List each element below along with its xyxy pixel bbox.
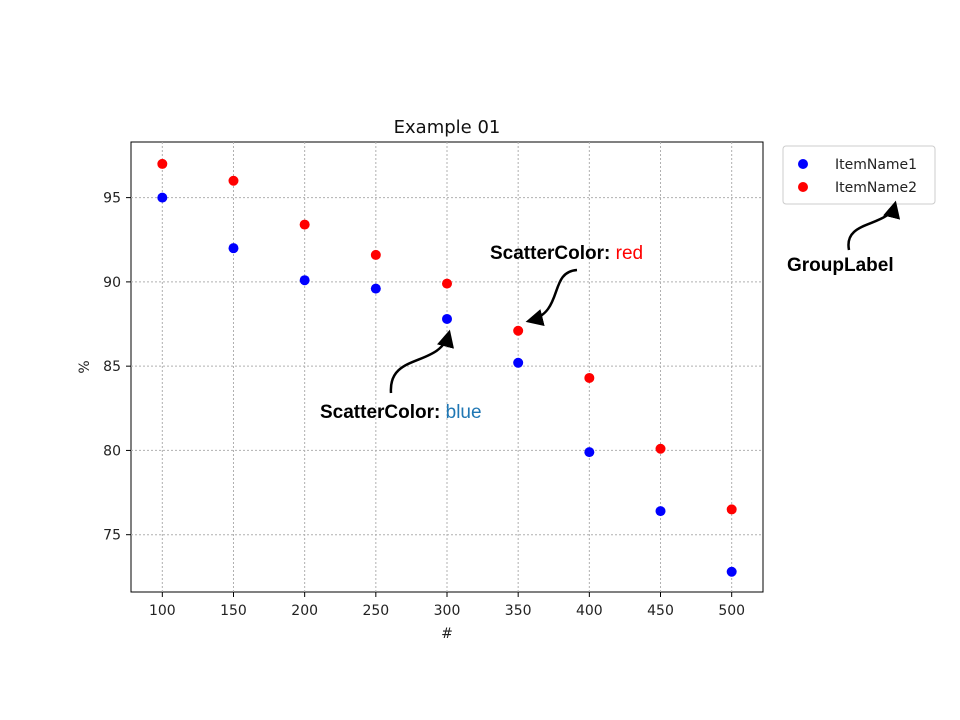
x-axis-ticks: 100 150 200 250 300 350 400 450 500: [149, 592, 745, 619]
data-points: [157, 158, 737, 577]
scatter-point-itemname2: [370, 249, 381, 260]
scatter-point-itemname2: [442, 278, 452, 289]
y-tick-label: 80: [103, 443, 121, 459]
y-tick-label: 75: [103, 528, 121, 544]
legend-box: [782, 145, 936, 205]
scatter-point-itemname2: [157, 158, 168, 169]
x-tick-label: 400: [576, 603, 603, 619]
x-tick-label: 350: [505, 603, 532, 619]
y-axis-ticks: 75 80 85 90 95: [103, 191, 131, 544]
annotation-red-value: red: [616, 243, 643, 264]
annotation-blue: ScatterColor: blue: [320, 402, 482, 423]
x-axis-label: #: [441, 626, 453, 642]
annotation-blue-key: ScatterColor:: [320, 402, 440, 423]
y-axis-label: %: [77, 360, 93, 373]
scatter-point-itemname1: [655, 506, 666, 517]
y-tick-label: 90: [103, 275, 121, 291]
annotation-red-key: ScatterColor:: [490, 243, 610, 264]
y-tick-label: 85: [103, 359, 121, 375]
scatter-point-itemname1: [442, 313, 452, 324]
scatter-point-itemname2: [513, 325, 524, 336]
scatter-point-itemname2: [726, 504, 737, 515]
annotation-blue-value: blue: [446, 402, 482, 423]
scatter-point-itemname1: [370, 283, 381, 294]
annotation-grouplabel: GroupLabel: [787, 255, 894, 276]
x-tick-label: 200: [291, 603, 318, 619]
chart-title: Example 01: [394, 117, 501, 138]
scatter-point-itemname2: [228, 175, 239, 186]
x-tick-label: 100: [149, 603, 176, 619]
scatter-point-itemname1: [157, 192, 168, 203]
legend-label-itemname1: ItemName1: [835, 157, 917, 173]
grid-lines: [131, 142, 763, 592]
x-tick-label: 250: [362, 603, 389, 619]
scatter-point-itemname1: [513, 357, 524, 368]
annotation-red-arrow: [525, 268, 578, 327]
x-tick-label: 450: [647, 603, 674, 619]
scatter-point-itemname1: [228, 243, 239, 254]
scatter-point-itemname2: [655, 443, 666, 454]
annotation-blue-arrow: [389, 329, 454, 394]
legend: ItemName1 ItemName2: [782, 145, 936, 205]
annotation-grouplabel-arrow: [847, 200, 901, 251]
x-tick-label: 150: [220, 603, 247, 619]
legend-label-itemname2: ItemName2: [835, 180, 917, 196]
scatter-point-itemname1: [584, 447, 595, 458]
scatter-point-itemname1: [299, 275, 310, 286]
scatter-point-itemname2: [299, 219, 310, 230]
y-tick-label: 95: [103, 191, 121, 207]
legend-marker-itemname2: [798, 182, 808, 192]
x-tick-label: 500: [718, 603, 745, 619]
legend-marker-itemname1: [798, 159, 808, 169]
annotation-red: ScatterColor: red: [490, 243, 643, 264]
scatter-point-itemname2: [584, 372, 595, 383]
scatter-point-itemname1: [726, 566, 737, 577]
x-tick-label: 300: [434, 603, 461, 619]
